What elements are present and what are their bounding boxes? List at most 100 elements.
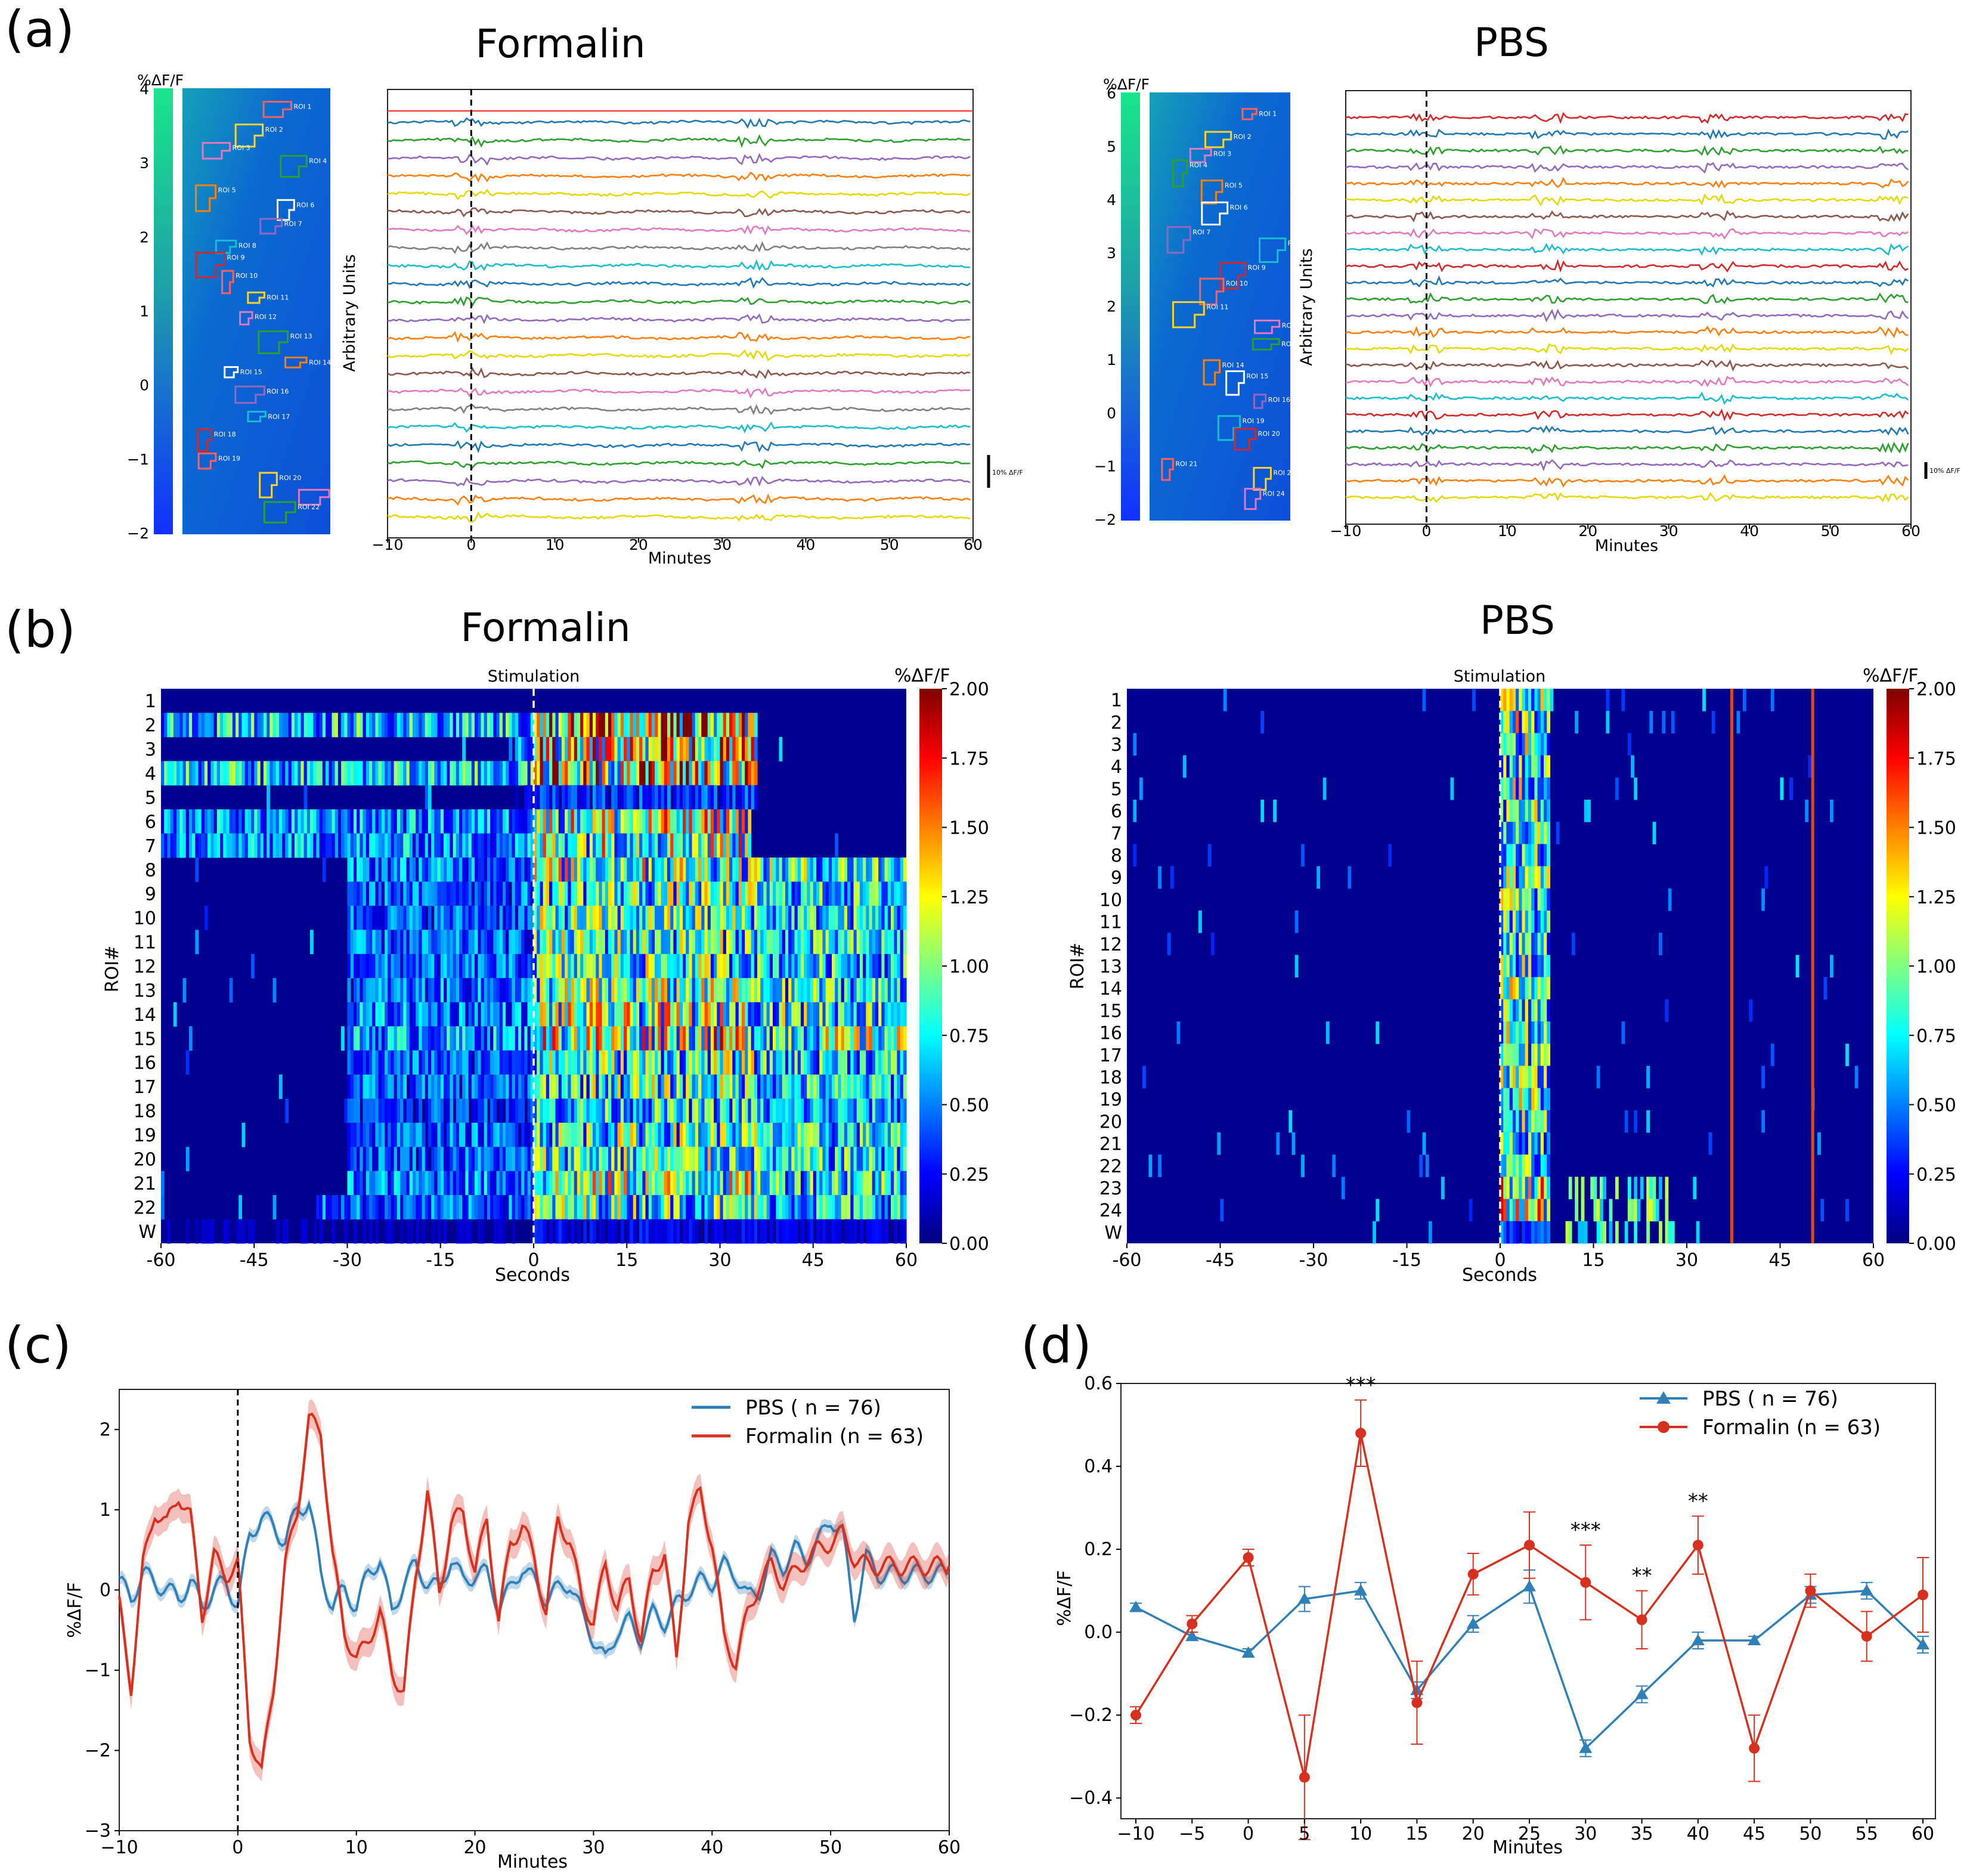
heat-cell (425, 1075, 429, 1099)
heat-cell (201, 809, 205, 834)
heat-cell (723, 1026, 727, 1051)
colorbar-tick-label: 1.00 (949, 956, 989, 977)
heat-cell (518, 713, 522, 738)
heat-cell (241, 713, 246, 738)
heat-cell (776, 905, 780, 930)
heat-cell (434, 1195, 438, 1219)
heat-cell (447, 1195, 450, 1219)
heat-cell (468, 930, 472, 955)
heat-cell (555, 761, 559, 786)
heat-cell (437, 881, 441, 906)
heat-cell (1708, 1132, 1712, 1155)
c-plot-frame (119, 1389, 950, 1831)
heat-cell (558, 1122, 562, 1147)
heat-cell (561, 761, 565, 786)
heat-cell (673, 881, 677, 906)
heat-cell (434, 905, 438, 930)
heat-cell (816, 930, 820, 955)
heat-cell (679, 1147, 683, 1172)
heat-cell (527, 1122, 531, 1147)
roi-label: ROI 21 (332, 491, 354, 499)
heat-cell (838, 1098, 842, 1123)
heat-cell (580, 978, 584, 1003)
heat-cell (394, 1195, 398, 1219)
heat-cell (502, 954, 506, 979)
heat-cell (602, 1075, 606, 1099)
heat-cell (651, 736, 655, 761)
heat-cell (360, 1050, 364, 1075)
heat-cell (859, 954, 863, 979)
x-tick-label: 0 (1243, 1824, 1254, 1844)
x-tick-label: 10 (1498, 522, 1517, 540)
heat-cell (515, 1050, 519, 1075)
heat-cell (540, 978, 544, 1003)
heat-cell (596, 881, 599, 906)
heat-cell (648, 1219, 652, 1244)
heat-cell (810, 881, 814, 906)
heat-cell (272, 1195, 277, 1219)
heat-cell (651, 1122, 655, 1147)
heat-cell (642, 1122, 646, 1147)
heat-cell (170, 809, 174, 834)
heat-cell (704, 713, 708, 738)
heat-cell (819, 1171, 823, 1196)
heat-cell (866, 881, 870, 906)
heat-cell (568, 1171, 572, 1196)
heat-cell (673, 1098, 677, 1123)
heat-cell (788, 1002, 792, 1027)
heat-cell (794, 1098, 798, 1123)
heat-cell (568, 761, 572, 786)
heat-cell (431, 978, 435, 1003)
heat-cell (655, 736, 658, 761)
heat-cell (891, 1147, 894, 1172)
heat-cell (167, 809, 171, 834)
heat-cell (555, 930, 559, 955)
heat-cell (397, 905, 401, 930)
heat-cell (617, 1026, 621, 1051)
heat-cell (859, 905, 863, 930)
heat-cell (1528, 777, 1532, 800)
heat-cell (350, 809, 354, 834)
heat-cell (204, 761, 208, 786)
heat-cell (813, 1075, 817, 1099)
heat-cell (490, 1075, 494, 1099)
heat-cell (1217, 1132, 1221, 1155)
heat-cell (475, 1050, 478, 1075)
heat-cell (537, 857, 540, 882)
heat-cell (1139, 777, 1143, 800)
heat-cell (1503, 1088, 1507, 1111)
heat-cell (776, 1195, 780, 1219)
heat-cell (900, 954, 904, 979)
heat-cell (785, 1219, 789, 1244)
heat-cell (1609, 1221, 1613, 1244)
heat-cell (1659, 1177, 1662, 1200)
trace-line (387, 313, 971, 324)
heat-cell (565, 954, 568, 979)
heat-cell (527, 785, 531, 810)
heat-cell (484, 930, 488, 955)
heat-cell (475, 1075, 478, 1099)
heat-cell (1509, 822, 1513, 844)
heat-cell (450, 930, 454, 955)
heat-cell (667, 881, 671, 906)
heat-cell (751, 881, 755, 906)
heat-cell (319, 1195, 323, 1219)
heat-cell (866, 930, 870, 955)
heat-cell (658, 1002, 662, 1027)
row-label: 18 (134, 1101, 156, 1122)
roi-label: ROI 12 (1282, 322, 1304, 330)
heat-cell (847, 1050, 851, 1075)
heat-cell (844, 1219, 848, 1244)
heat-cell (692, 785, 696, 810)
heat-cell (263, 713, 267, 738)
heat-cell (456, 930, 460, 955)
heat-cell (185, 1050, 190, 1075)
heat-cell (1534, 689, 1538, 711)
heat-cell (636, 881, 640, 906)
heat-cell (549, 1050, 553, 1075)
heat-cell (1503, 933, 1507, 955)
heat-cell (419, 713, 423, 738)
heat-cell (182, 809, 187, 834)
heat-cell (558, 1026, 562, 1051)
heat-cell (412, 809, 416, 834)
